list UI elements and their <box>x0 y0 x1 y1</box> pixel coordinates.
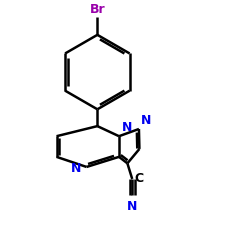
Text: N: N <box>127 200 138 212</box>
Text: N: N <box>141 114 152 126</box>
Text: N: N <box>122 121 132 134</box>
Text: Br: Br <box>90 3 105 16</box>
Text: C: C <box>134 172 144 186</box>
Text: N: N <box>71 162 81 175</box>
